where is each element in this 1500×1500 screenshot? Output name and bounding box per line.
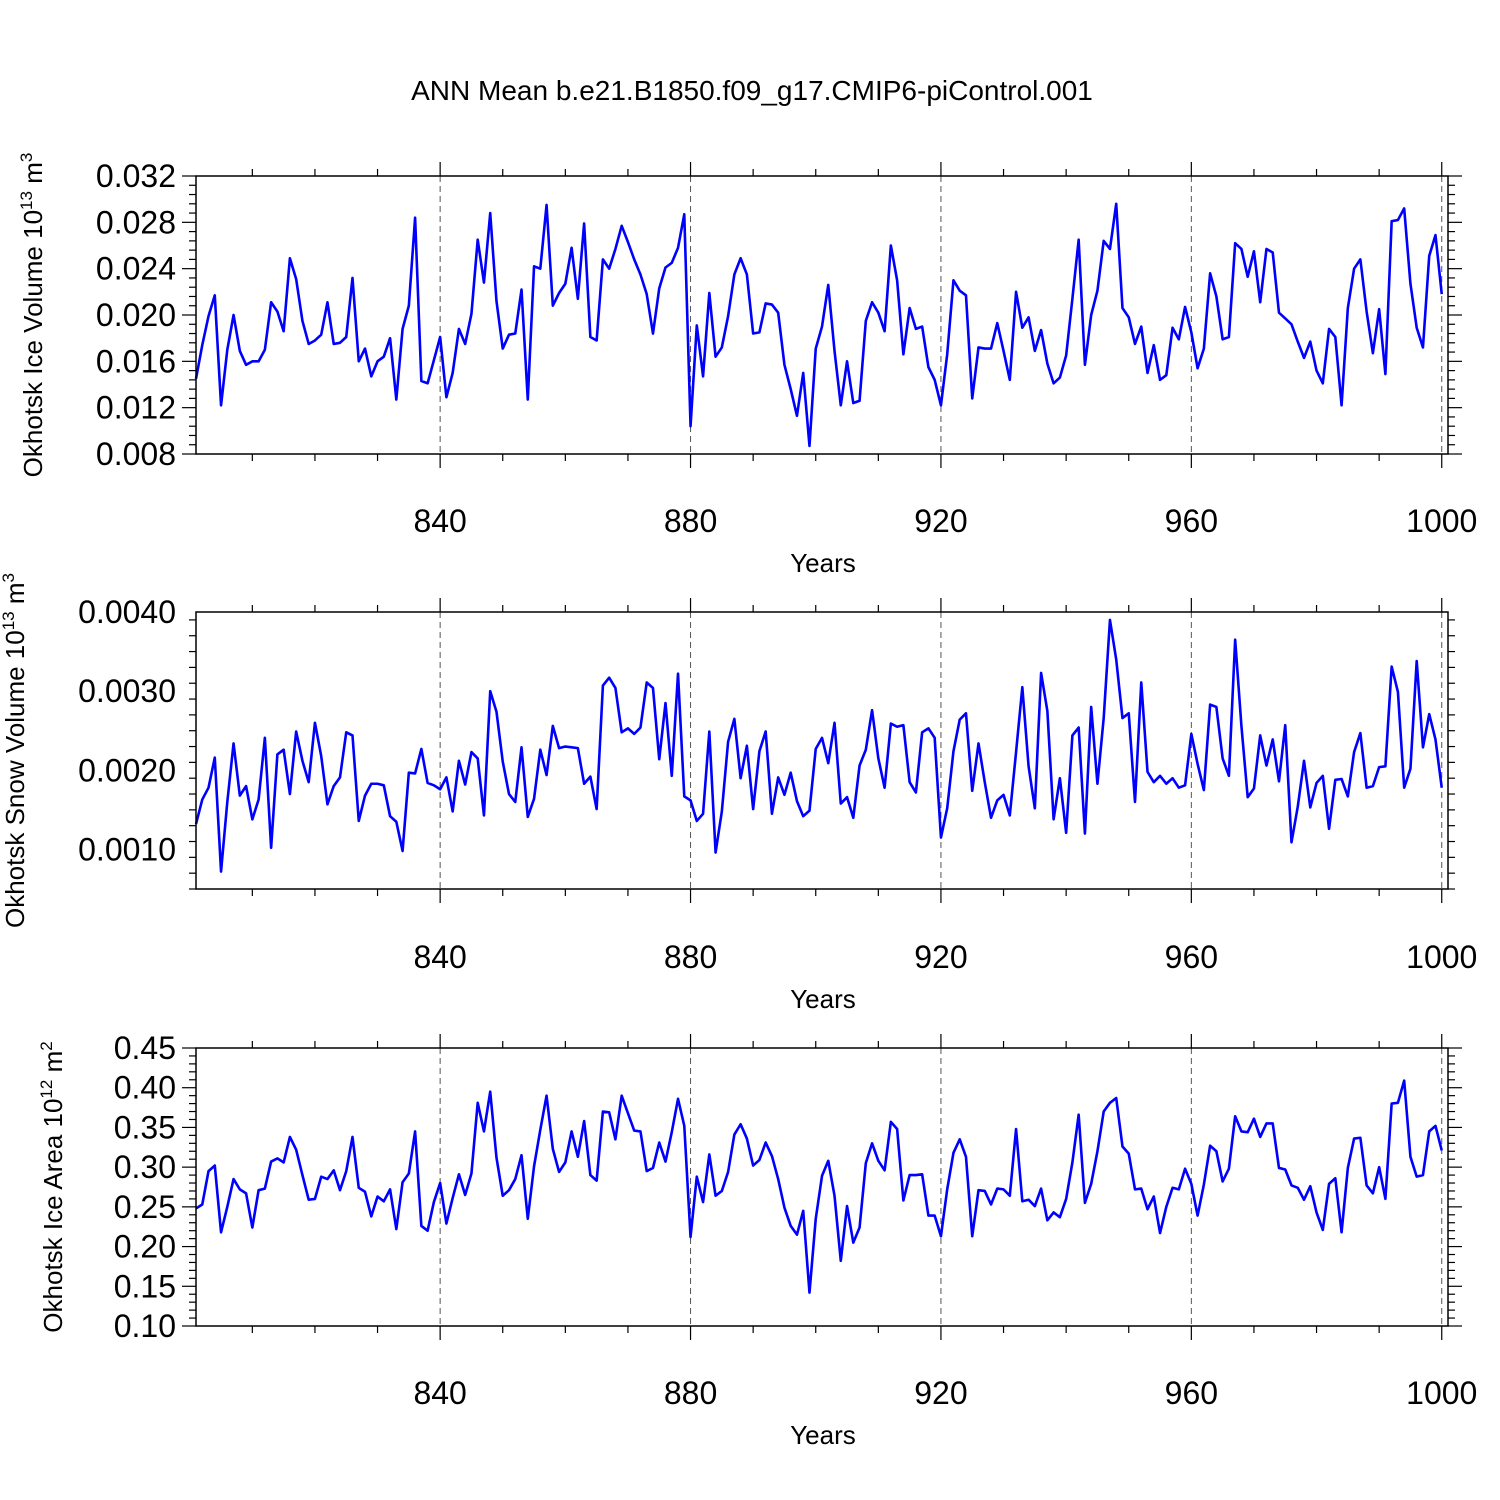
x-tick-label: 880 xyxy=(664,1375,717,1411)
y-axis-label: Okhotsk Ice Area 1012 m2 xyxy=(37,1041,68,1332)
x-tick-label: 960 xyxy=(1165,503,1218,539)
y-tick-label: 0.020 xyxy=(96,297,176,333)
y-tick-label: 0.40 xyxy=(114,1070,176,1106)
y-tick-label: 0.016 xyxy=(96,343,176,379)
y-tick-label: 0.0010 xyxy=(78,831,176,867)
x-tick-label: 1000 xyxy=(1406,503,1477,539)
y-tick-label: 0.25 xyxy=(114,1189,176,1225)
y-tick-label: 0.0030 xyxy=(78,673,176,709)
x-tick-label: 880 xyxy=(664,503,717,539)
y-tick-label: 0.008 xyxy=(96,436,176,472)
chart-title: ANN Mean b.e21.B1850.f09_g17.CMIP6-piCon… xyxy=(411,75,1093,106)
y-tick-label: 0.35 xyxy=(114,1109,176,1145)
panel-ice-volume: 0.008 0.012 0.016 0.020 0.024 0.028 0.032 840 88… xyxy=(17,153,1477,578)
y-label-text: Okhotsk Ice Area 10 xyxy=(38,1099,68,1333)
panel-snow-volume: 0.0010 0.0020 0.0030 0.0040 840 880 920 960 1000… xyxy=(0,573,1477,1014)
x-tick-label: 960 xyxy=(1165,1375,1218,1411)
panel-ice-area: 0.10 0.150.20 0.25 0.30 0.350.40 0.45 840 880 92… xyxy=(37,1030,1477,1450)
unit-symbol: m xyxy=(18,162,48,191)
series-line-snow-volume xyxy=(194,618,1444,873)
x-tick-label: 920 xyxy=(914,503,967,539)
unit-exponent: 13 xyxy=(17,191,36,210)
plot-frame xyxy=(195,611,1449,890)
x-tick-label: 920 xyxy=(914,1375,967,1411)
y-tick-label: 0.15 xyxy=(114,1268,176,1304)
unit-power: 3 xyxy=(17,153,36,162)
unit-exponent: 13 xyxy=(0,611,18,630)
y-tick-label: 0.0040 xyxy=(78,594,176,630)
series-line-ice-area xyxy=(195,1079,1443,1294)
y-label-text: Okhotsk Ice Volume 10 xyxy=(18,210,48,477)
x-axis-label: Years xyxy=(790,548,856,578)
unit-symbol: m xyxy=(0,582,30,611)
y-tick-label: 0.012 xyxy=(96,390,176,426)
x-tick-label: 840 xyxy=(413,1375,466,1411)
x-tick-label: 840 xyxy=(413,939,466,975)
x-axis-label: Years xyxy=(790,984,856,1014)
y-axis-label: Okhotsk Ice Volume 1013 m3 xyxy=(17,153,48,478)
y-axis-label: Okhotsk Snow Volume 1013 m3 xyxy=(0,573,30,928)
y-tick-label: 0.10 xyxy=(114,1308,176,1344)
y-tick-label: 0.024 xyxy=(96,251,176,287)
y-tick-label: 0.032 xyxy=(96,158,176,194)
x-tick-label: 1000 xyxy=(1406,939,1477,975)
unit-exponent: 12 xyxy=(37,1080,56,1099)
y-tick-label: 0.0020 xyxy=(78,752,176,788)
series-line-ice-volume xyxy=(194,202,1444,448)
x-tick-label: 840 xyxy=(413,503,466,539)
x-tick-label: 920 xyxy=(914,939,967,975)
y-label-text: Okhotsk Snow Volume 10 xyxy=(0,630,30,928)
y-tick-label: 0.45 xyxy=(114,1030,176,1066)
x-tick-label: 1000 xyxy=(1406,1375,1477,1411)
y-tick-label: 0.028 xyxy=(96,204,176,240)
plot-frame xyxy=(195,1047,1449,1327)
x-axis-label: Years xyxy=(790,1420,856,1450)
y-tick-label: 0.20 xyxy=(114,1229,176,1265)
unit-power: 3 xyxy=(0,573,18,582)
unit-symbol: m xyxy=(38,1051,68,1080)
plot-frame xyxy=(195,175,1449,455)
x-tick-label: 880 xyxy=(664,939,717,975)
y-tick-label: 0.30 xyxy=(114,1149,176,1185)
x-tick-label: 960 xyxy=(1165,939,1218,975)
unit-power: 2 xyxy=(37,1041,56,1050)
